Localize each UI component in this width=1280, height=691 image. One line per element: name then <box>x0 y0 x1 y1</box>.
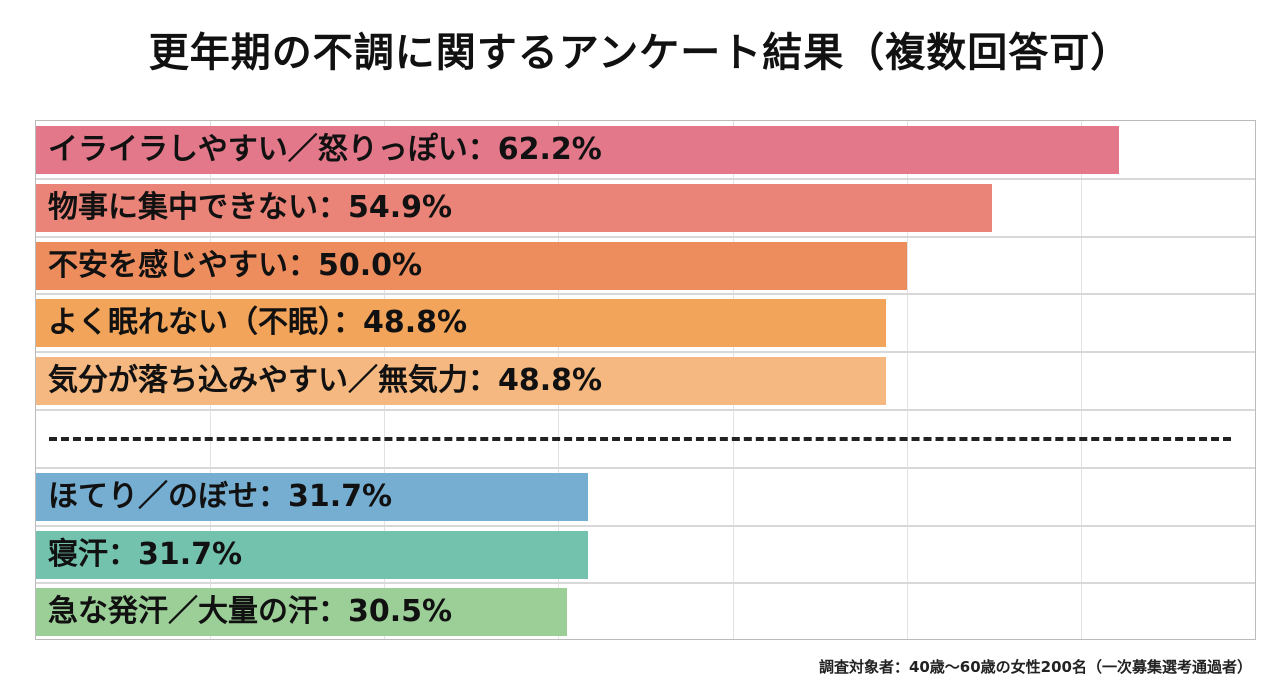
survey-note: 調査対象者：40歳〜60歳の女性200名（一次募集選考通過者） <box>818 658 1252 676</box>
bar-label: イライラしやすい／怒りっぽい：62.2% <box>48 132 602 167</box>
bar-label: 急な発汗／大量の汗：30.5% <box>48 594 453 630</box>
bar-4 <box>36 299 886 348</box>
bar-label: 不安を感じやすい：50.0% <box>48 247 423 283</box>
row-divider <box>36 466 1255 469</box>
chart-title: 更年期の不調に関するアンケート結果（複数回答可） <box>148 30 1132 76</box>
bar-3 <box>36 241 907 290</box>
gridline <box>906 121 908 639</box>
bar-1 <box>36 126 1120 174</box>
bar-8 <box>36 588 568 637</box>
row-divider <box>36 582 1255 585</box>
bar-label: 物事に集中できない：54.9% <box>48 189 453 225</box>
bar-label: 寝汗：31.7% <box>48 536 243 572</box>
plot-area: イライラしやすい／怒りっぽい：62.2% 物事に集中できない：54.9% 不安を感じ… <box>35 120 1256 640</box>
row-divider <box>36 293 1255 296</box>
bar-2 <box>36 183 993 232</box>
row-divider <box>36 409 1255 411</box>
row-divider <box>36 177 1255 180</box>
row-divider <box>36 235 1255 238</box>
bar-5 <box>36 357 886 406</box>
bar-label: 気分が落ち込みやすい／無気力：48.8% <box>48 363 603 399</box>
row-divider <box>36 351 1255 354</box>
row-divider <box>36 524 1255 527</box>
bar-label: よく眠れない（不眠）：48.8% <box>48 305 468 341</box>
bar-label: ほてり／のぼせ：31.7% <box>48 478 393 514</box>
bar-6 <box>36 472 589 521</box>
group-separator <box>49 436 1231 441</box>
bar-7 <box>36 530 589 579</box>
gridline <box>1080 121 1082 639</box>
